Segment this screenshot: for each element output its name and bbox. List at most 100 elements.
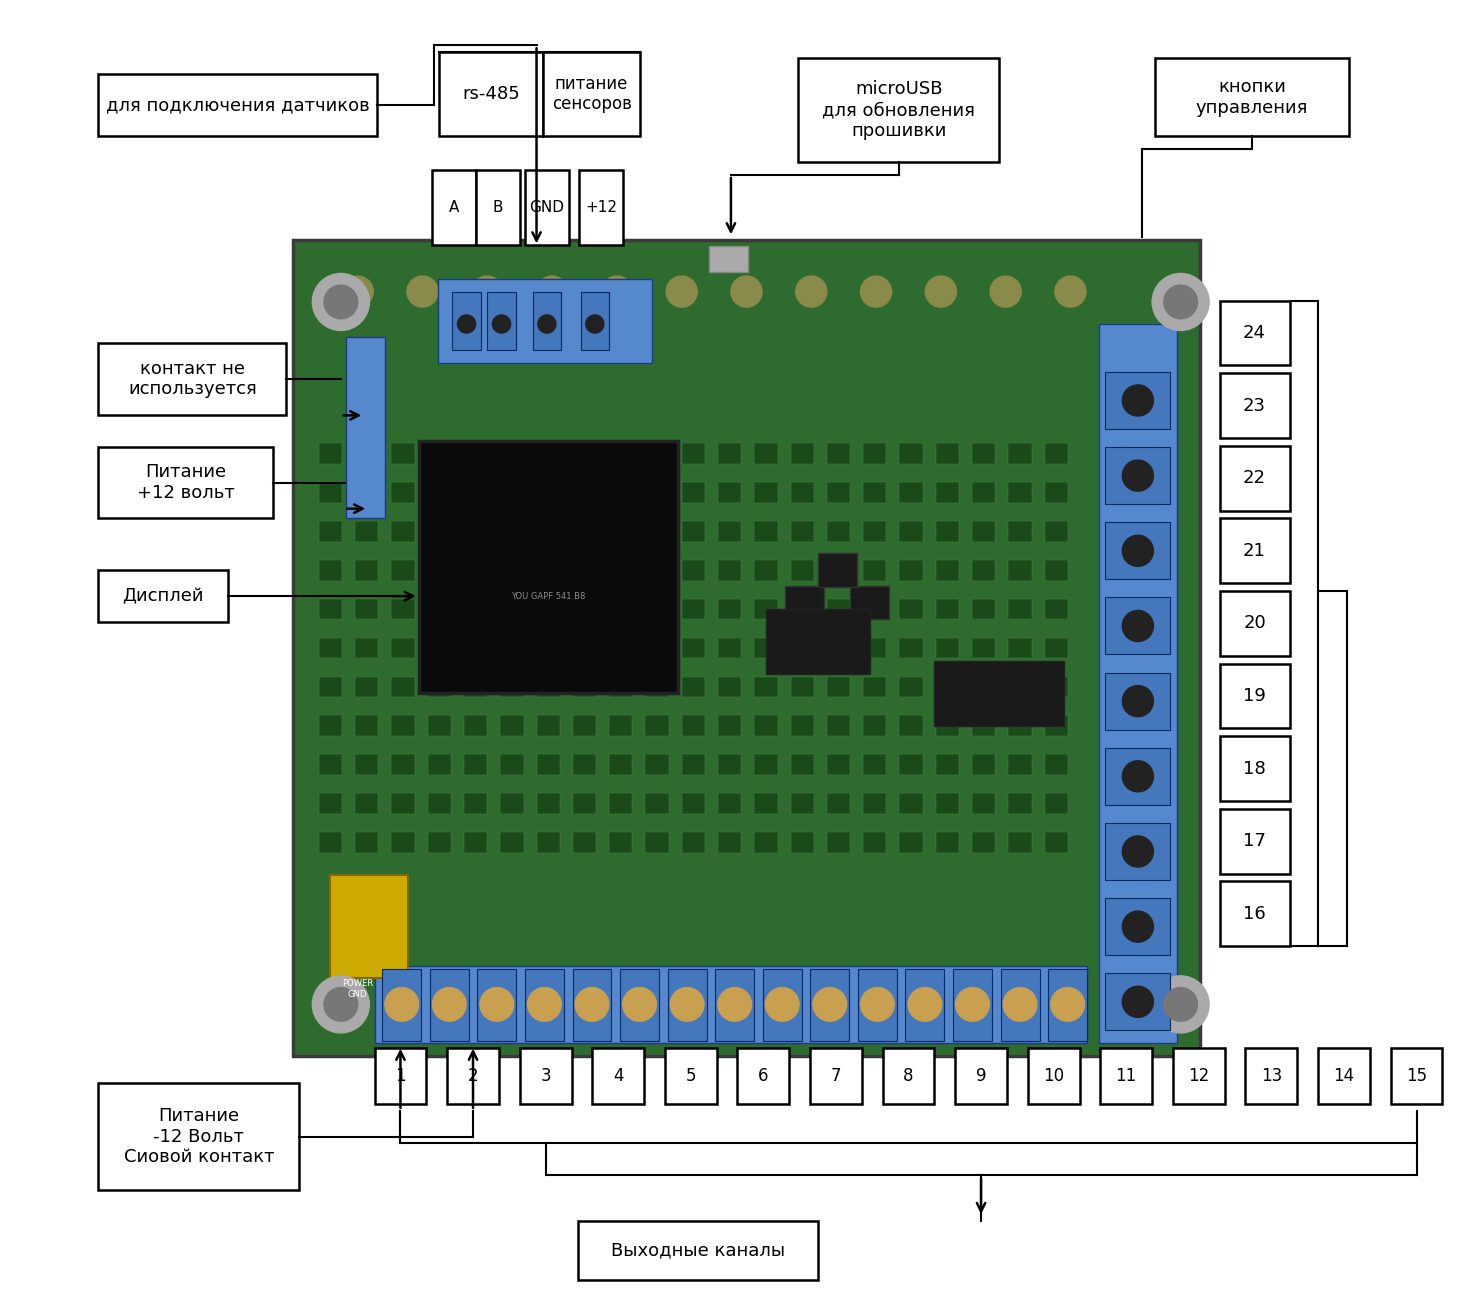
Bar	[447, 1048, 499, 1104]
Bar	[537, 677, 559, 697]
Bar	[935, 677, 959, 697]
Bar	[419, 441, 678, 693]
Bar	[718, 638, 741, 658]
Bar	[682, 638, 704, 658]
Bar	[718, 521, 741, 542]
Circle shape	[1122, 761, 1153, 792]
Bar	[682, 754, 704, 775]
Text: 13: 13	[1261, 1068, 1282, 1085]
Bar	[355, 521, 379, 542]
Bar	[453, 292, 481, 350]
Bar	[99, 570, 228, 622]
Bar	[500, 715, 524, 736]
Text: 14: 14	[1333, 1068, 1354, 1085]
Bar	[1106, 673, 1171, 730]
Bar	[1220, 301, 1289, 365]
Bar	[463, 560, 487, 581]
Bar	[478, 969, 517, 1041]
Bar	[718, 832, 741, 853]
Circle shape	[956, 988, 989, 1021]
Bar	[900, 482, 922, 503]
Bar	[858, 969, 897, 1041]
Bar	[391, 754, 414, 775]
Bar	[610, 482, 632, 503]
Bar	[355, 560, 379, 581]
Bar	[318, 677, 342, 697]
Circle shape	[796, 276, 827, 307]
Bar	[1220, 591, 1289, 656]
Text: 11: 11	[1116, 1068, 1137, 1085]
Text: 22: 22	[1243, 469, 1265, 487]
Bar	[391, 521, 414, 542]
Bar	[500, 560, 524, 581]
Bar	[1106, 823, 1171, 880]
Bar	[790, 638, 814, 658]
Bar	[487, 292, 517, 350]
Text: 6: 6	[758, 1068, 768, 1085]
Bar	[900, 793, 922, 814]
Circle shape	[1051, 988, 1085, 1021]
Text: 10: 10	[1043, 1068, 1064, 1085]
Bar	[645, 715, 669, 736]
Bar	[463, 443, 487, 464]
Bar	[500, 793, 524, 814]
Bar	[645, 832, 669, 853]
Circle shape	[623, 988, 657, 1021]
Bar	[580, 292, 610, 350]
Bar	[533, 292, 561, 350]
Text: 12: 12	[1188, 1068, 1209, 1085]
Bar	[645, 443, 669, 464]
Circle shape	[324, 285, 358, 319]
Bar	[1045, 638, 1069, 658]
Bar	[1008, 832, 1032, 853]
Bar	[500, 443, 524, 464]
Bar	[391, 677, 414, 697]
Bar	[682, 715, 704, 736]
Bar	[428, 443, 451, 464]
Bar	[573, 443, 596, 464]
Bar	[1154, 58, 1350, 136]
Circle shape	[1151, 976, 1209, 1033]
Text: для подключения датчиков: для подключения датчиков	[107, 96, 370, 114]
Bar	[1045, 715, 1069, 736]
Bar	[579, 170, 623, 245]
Bar	[900, 715, 922, 736]
Text: контакт не
используется: контакт не используется	[129, 360, 258, 398]
Bar	[900, 832, 922, 853]
Bar	[428, 638, 451, 658]
Circle shape	[666, 276, 697, 307]
Text: 18: 18	[1243, 759, 1265, 778]
Bar	[827, 793, 850, 814]
Bar	[355, 482, 379, 503]
Text: GND: GND	[530, 200, 564, 215]
Bar	[790, 793, 814, 814]
Bar	[537, 521, 559, 542]
Bar	[645, 793, 669, 814]
Bar	[667, 969, 706, 1041]
Text: 24: 24	[1243, 324, 1265, 342]
Circle shape	[1122, 911, 1153, 942]
Bar	[1048, 969, 1088, 1041]
Bar	[463, 482, 487, 503]
Bar	[429, 969, 469, 1041]
Bar	[1045, 754, 1069, 775]
Bar	[428, 599, 451, 619]
Circle shape	[718, 988, 752, 1021]
Bar	[900, 560, 922, 581]
Bar	[355, 793, 379, 814]
Bar	[1008, 443, 1032, 464]
Circle shape	[670, 988, 704, 1021]
Bar	[935, 754, 959, 775]
Bar	[1106, 597, 1171, 654]
Circle shape	[407, 276, 438, 307]
Bar	[682, 677, 704, 697]
Bar	[935, 560, 959, 581]
Bar	[355, 715, 379, 736]
Text: rs-485: rs-485	[462, 86, 519, 102]
Bar	[525, 170, 568, 245]
Bar	[762, 969, 802, 1041]
Bar	[863, 482, 887, 503]
Bar	[1008, 599, 1032, 619]
Bar	[391, 443, 414, 464]
Bar	[525, 969, 564, 1041]
